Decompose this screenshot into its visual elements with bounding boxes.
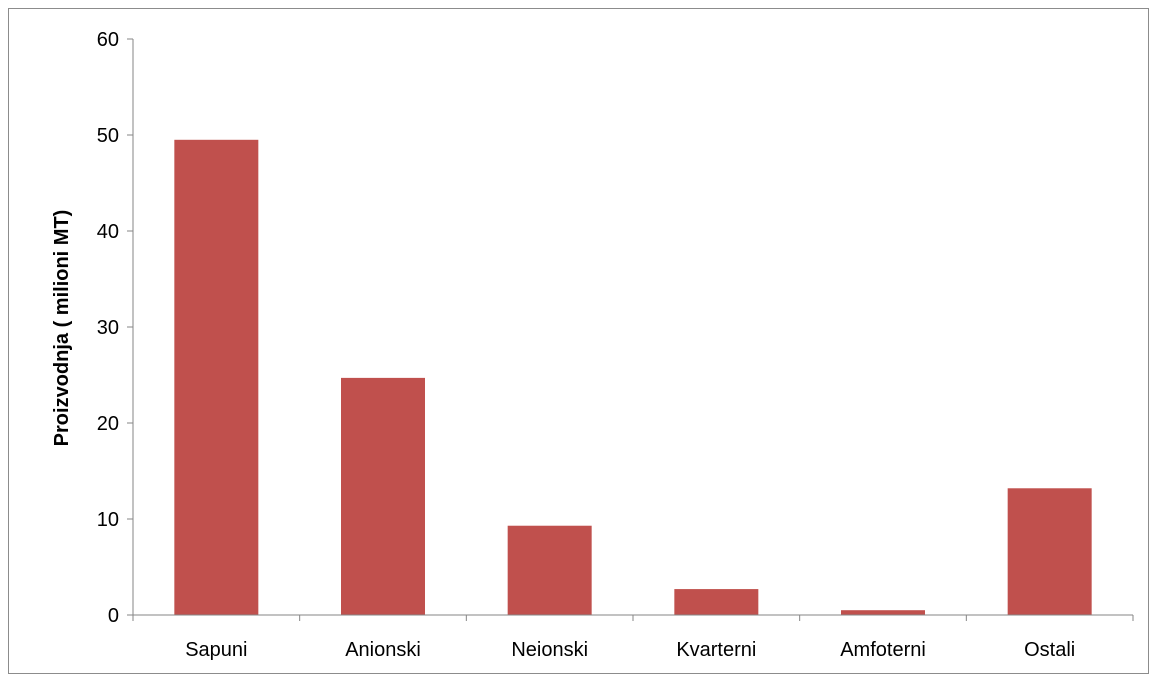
- bar-kvarterni: [674, 589, 759, 615]
- bar-ostali: [1007, 488, 1092, 615]
- y-tick-label: 30: [97, 317, 119, 339]
- y-tick-label: 0: [108, 605, 119, 627]
- y-axis-title: Proizvodnja ( milioni MT): [51, 210, 73, 447]
- x-tick-label-ostali: Ostali: [1024, 639, 1075, 661]
- bar-amfoterni: [841, 610, 925, 615]
- y-tick-label: 50: [97, 125, 119, 147]
- axes-group: [127, 38, 1134, 621]
- labels-group: 0 10 20 30 40 50 60 Sapuni Anionski Neionski Kvart…: [97, 29, 1075, 661]
- y-tick-label: 60: [97, 29, 119, 51]
- x-tick-label-neionski: Neionski: [511, 639, 588, 661]
- y-tick-label: 20: [97, 413, 119, 435]
- x-tick-label-anionski: Anionski: [345, 639, 421, 661]
- bar-neionski: [507, 525, 592, 615]
- x-tick-label-kvarterni: Kvarterni: [676, 639, 756, 661]
- x-tick-label-amfoterni: Amfoterni: [840, 639, 926, 661]
- y-tick-label: 10: [97, 509, 119, 531]
- y-tick-label: 40: [97, 221, 119, 243]
- bar-anionski: [341, 377, 425, 615]
- x-tick-label-sapuni: Sapuni: [185, 639, 247, 661]
- bar-sapuni: [174, 139, 259, 616]
- bars-group: [174, 139, 1092, 616]
